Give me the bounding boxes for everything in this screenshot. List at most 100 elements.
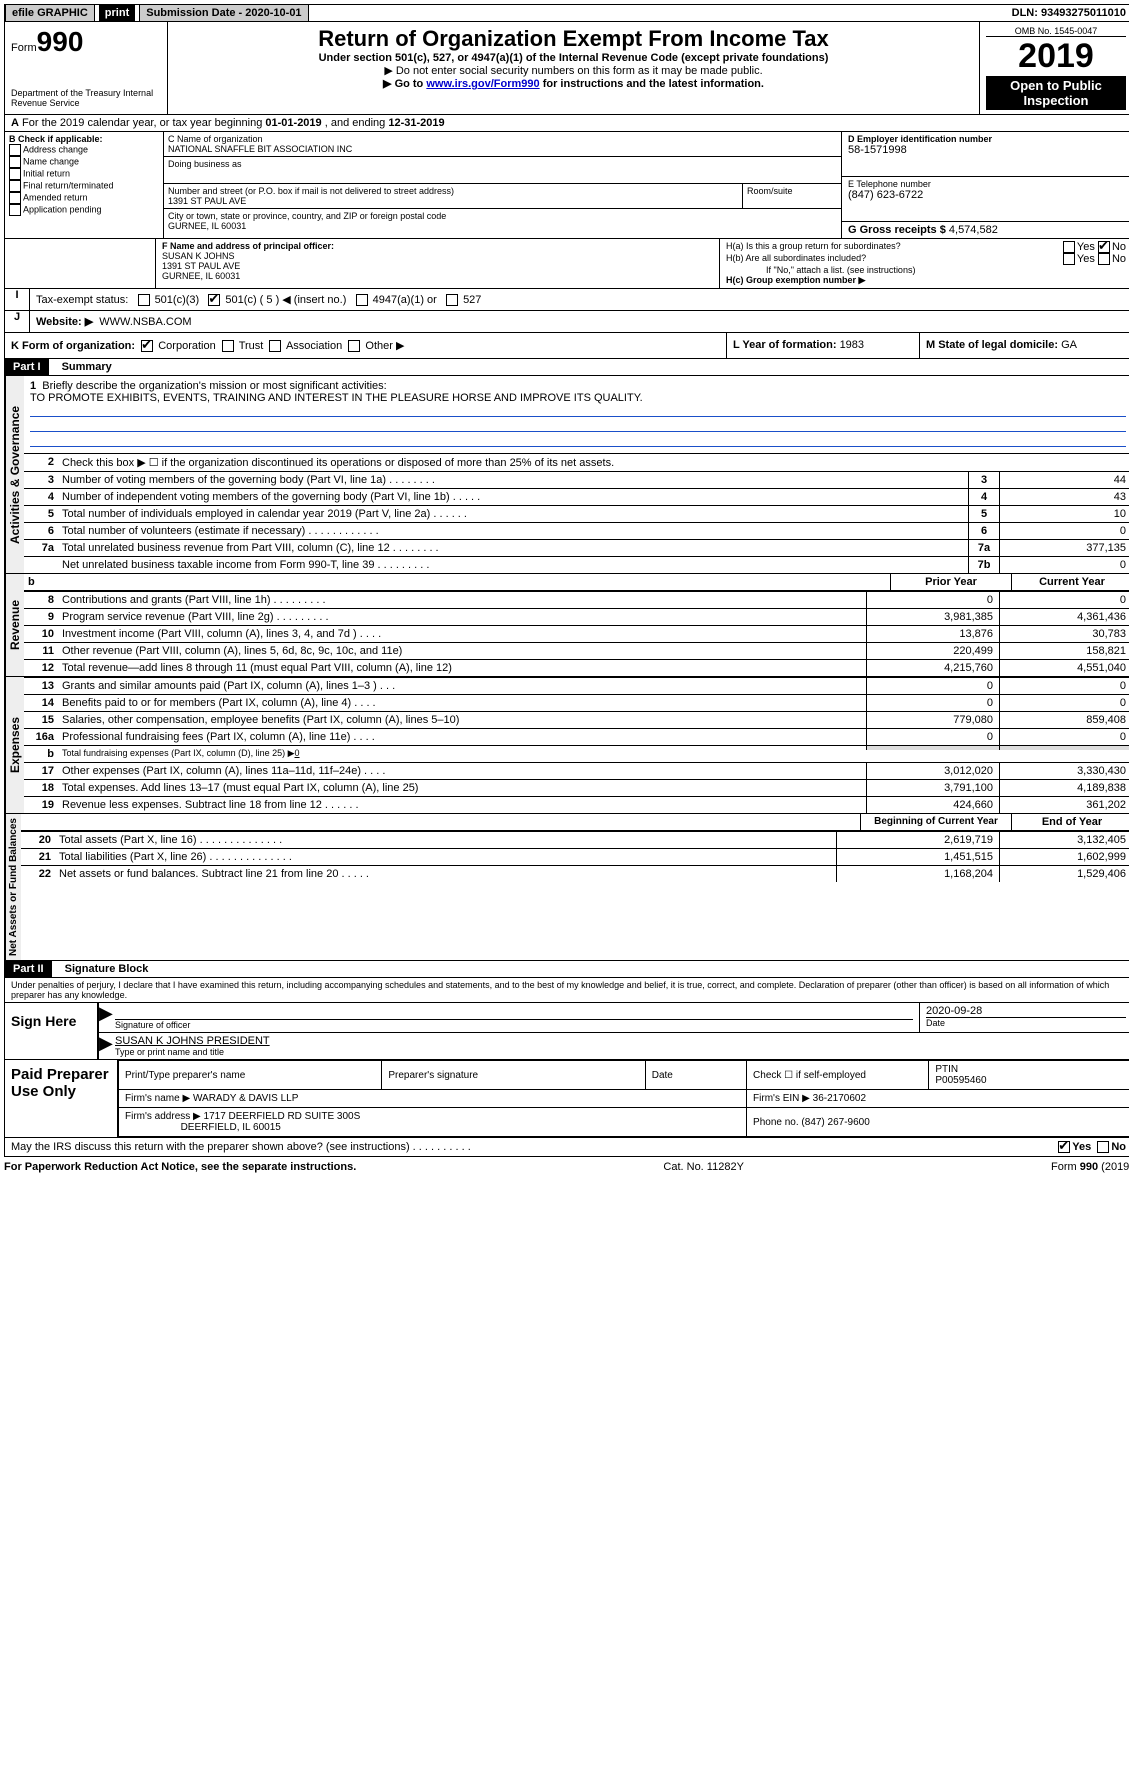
l16b-text: Total fundraising expenses (Part IX, col…: [62, 748, 295, 758]
line-text: Program service revenue (Part VIII, line…: [58, 609, 866, 625]
line-val: 10: [999, 506, 1129, 522]
amended-return-checkbox[interactable]: [9, 192, 21, 204]
current-val: 859,408: [999, 712, 1129, 728]
phone-value: (847) 623-6722: [848, 189, 1126, 201]
addr-change-checkbox[interactable]: [9, 144, 21, 156]
sub3-post: for instructions and the latest informat…: [540, 78, 764, 90]
line-num: 7a: [24, 540, 58, 556]
h-b-no: No: [1112, 253, 1126, 265]
box-i: I Tax-exempt status: 501(c)(3) 501(c) ( …: [4, 289, 1129, 311]
vert-revenue: Revenue: [5, 574, 24, 676]
other-checkbox[interactable]: [348, 340, 360, 352]
data-line: 11 Other revenue (Part VIII, column (A),…: [24, 642, 1129, 659]
assoc-label: Association: [286, 340, 342, 352]
sign-here-label: Sign Here: [5, 1003, 97, 1059]
initial-return-label: Initial return: [23, 168, 70, 178]
prior-val: 4,215,760: [866, 660, 999, 676]
gross-label: G Gross receipts $: [848, 224, 949, 236]
line-num: 8: [24, 592, 58, 608]
a1-checkbox[interactable]: [356, 294, 368, 306]
box-b: B Check if applicable: Address change Na…: [5, 132, 164, 238]
h-b-label: H(b) Are all subordinates included?: [726, 253, 1063, 265]
revenue-section: Revenue b Prior Year Current Year 8 Cont…: [4, 574, 1129, 677]
firm-phone-label: Phone no.: [753, 1117, 801, 1128]
current-val: 4,189,838: [999, 780, 1129, 796]
mission-text: TO PROMOTE EXHIBITS, EVENTS, TRAINING AN…: [30, 392, 643, 404]
line-box: 4: [968, 489, 999, 505]
line-text: Revenue less expenses. Subtract line 18 …: [58, 797, 866, 813]
line-box: 7b: [968, 557, 999, 573]
name-change-checkbox[interactable]: [9, 156, 21, 168]
print-label: print: [105, 7, 129, 19]
line-box: 3: [968, 472, 999, 488]
line-num: 9: [24, 609, 58, 625]
assoc-checkbox[interactable]: [269, 340, 281, 352]
tax-year: 2019: [986, 37, 1126, 76]
website-value: WWW.NSBA.COM: [99, 316, 191, 328]
prior-val: 0: [866, 678, 999, 694]
line-text: Professional fundraising fees (Part IX, …: [58, 729, 866, 745]
current-val: 158,821: [999, 643, 1129, 659]
officer-street: 1391 ST PAUL AVE: [162, 261, 713, 271]
a1-label: 4947(a)(1) or: [373, 294, 437, 306]
prep-self-emp: Check ☐ if self-employed: [747, 1061, 929, 1090]
form-subtitle-1: Under section 501(c), 527, or 4947(a)(1)…: [174, 52, 973, 64]
c-post: ) ◀ (insert no.): [273, 294, 347, 306]
line-val: 44: [999, 472, 1129, 488]
trust-checkbox[interactable]: [222, 340, 234, 352]
efile-button[interactable]: efile GRAPHIC: [5, 5, 95, 21]
h-a-no-checkbox[interactable]: [1098, 241, 1110, 253]
corp-checkbox[interactable]: [141, 340, 153, 352]
final-return-checkbox[interactable]: [9, 180, 21, 192]
line-text: Investment income (Part VIII, column (A)…: [58, 626, 866, 642]
line-text: Number of voting members of the governin…: [58, 472, 968, 488]
prior-val: 0: [866, 695, 999, 711]
initial-return-checkbox[interactable]: [9, 168, 21, 180]
line-box: 6: [968, 523, 999, 539]
data-line: 21 Total liabilities (Part X, line 26) .…: [21, 848, 1129, 865]
line-val: 0: [999, 523, 1129, 539]
phone-label: E Telephone number: [848, 179, 1126, 189]
c-insert-checkbox[interactable]: [208, 294, 220, 306]
firm-value: WARADY & DAVIS LLP: [193, 1093, 298, 1104]
c3-checkbox[interactable]: [138, 294, 150, 306]
h-b-yes-checkbox[interactable]: [1063, 253, 1075, 265]
form-subtitle-3: ▶ Go to www.irs.gov/Form990 for instruct…: [174, 77, 973, 90]
open-public: Open to Public Inspection: [986, 76, 1126, 110]
line-num: 17: [24, 763, 58, 779]
vert-net-assets: Net Assets or Fund Balances: [5, 814, 21, 960]
line-num: [24, 557, 58, 561]
l16b-num: b: [24, 746, 58, 762]
mission-num: 1: [30, 380, 36, 392]
app-pending-checkbox[interactable]: [9, 204, 21, 216]
data-line: 16a Professional fundraising fees (Part …: [24, 728, 1129, 745]
net-assets-section: Net Assets or Fund Balances Beginning of…: [4, 814, 1129, 961]
sub3-pre: ▶ Go to: [383, 78, 426, 90]
s527-checkbox[interactable]: [446, 294, 458, 306]
firm-ein-label: Firm's EIN ▶: [753, 1093, 813, 1104]
discuss-yes-checkbox[interactable]: [1058, 1141, 1070, 1153]
efile-label: efile GRAPHIC: [12, 7, 88, 19]
line-a-mid: , and ending: [322, 117, 389, 129]
ein-value: 58-1571998: [848, 144, 1126, 156]
line-text: Number of independent voting members of …: [58, 489, 968, 505]
current-val: 0: [999, 678, 1129, 694]
prior-val: 1,168,204: [836, 866, 999, 882]
data-line: 14 Benefits paid to or for members (Part…: [24, 694, 1129, 711]
line-box: 7a: [968, 540, 999, 556]
box-j: J Website: ▶ WWW.NSBA.COM: [4, 311, 1129, 333]
form-subtitle-2: ▶ Do not enter social security numbers o…: [174, 64, 973, 77]
prior-val: 3,791,100: [866, 780, 999, 796]
print-button[interactable]: print: [99, 5, 135, 21]
paid-preparer-block: Paid Preparer Use Only Print/Type prepar…: [4, 1060, 1129, 1138]
dln-label: DLN:: [1012, 7, 1041, 19]
gov-line: 7a Total unrelated business revenue from…: [24, 539, 1129, 556]
h-b-no-checkbox[interactable]: [1098, 253, 1110, 265]
data-line: 12 Total revenue—add lines 8 through 11 …: [24, 659, 1129, 676]
irs-link[interactable]: www.irs.gov/Form990: [426, 78, 539, 90]
s527-label: 527: [463, 294, 481, 306]
h-a-yes-checkbox[interactable]: [1063, 241, 1075, 253]
firm-ein-value: 36-2170602: [813, 1093, 866, 1104]
discuss-no-checkbox[interactable]: [1097, 1141, 1109, 1153]
top-bar: efile GRAPHIC print Submission Date - 20…: [4, 4, 1129, 22]
